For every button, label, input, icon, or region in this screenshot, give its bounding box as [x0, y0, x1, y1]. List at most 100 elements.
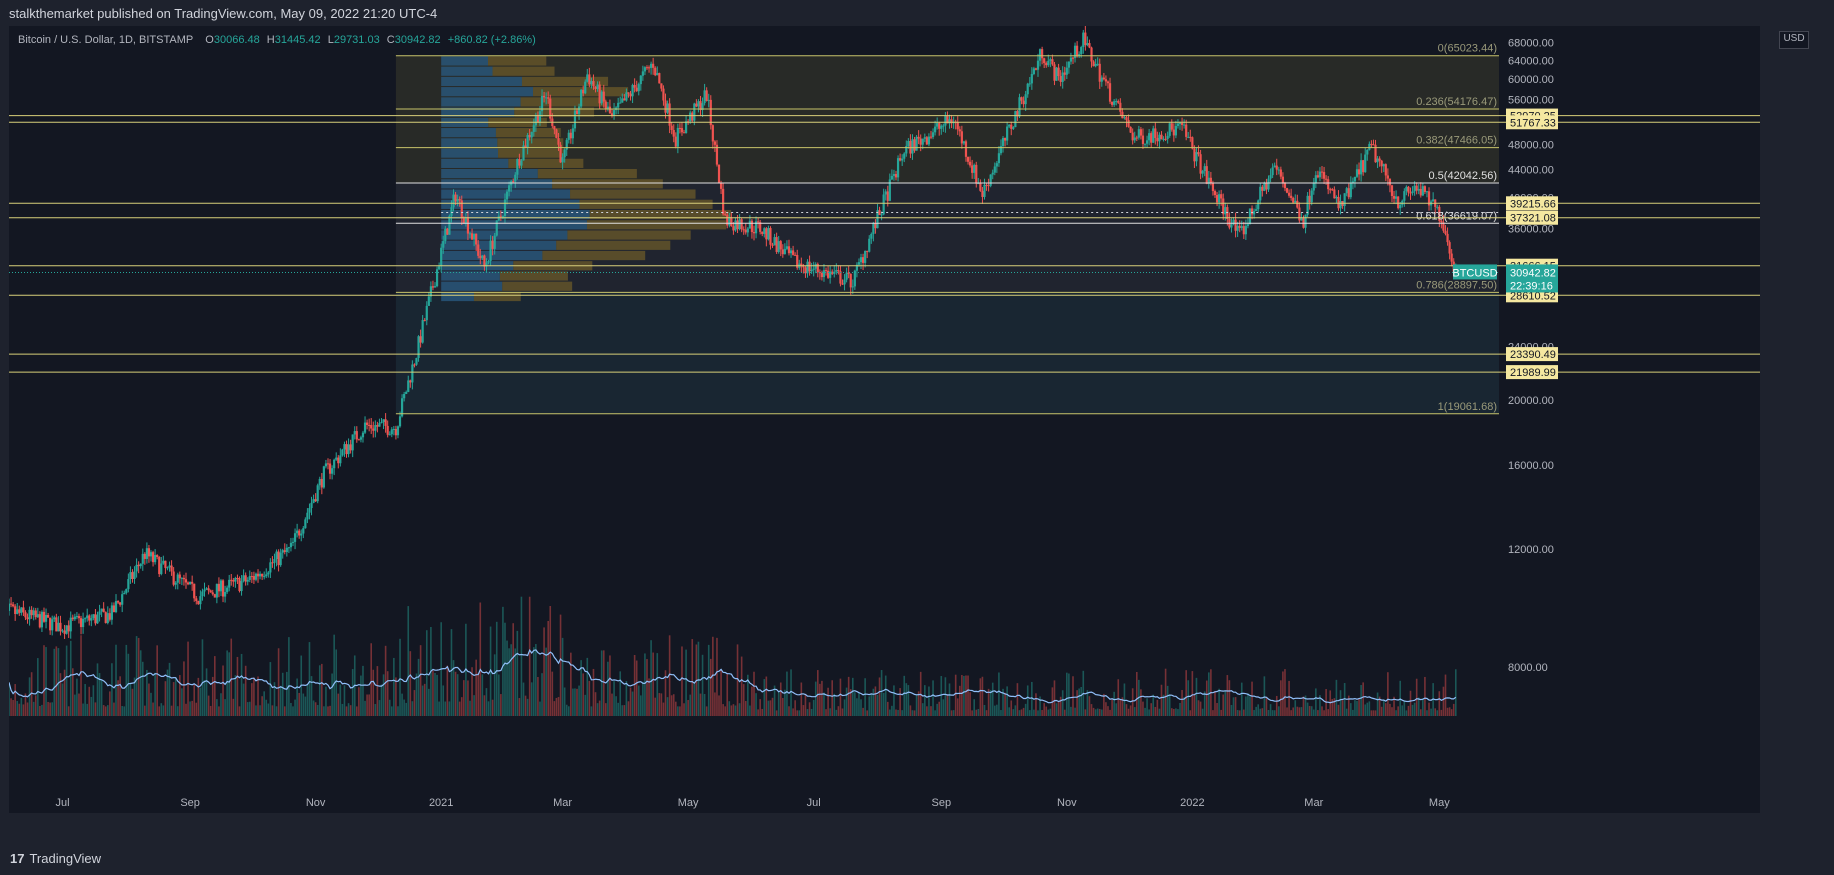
volume-profile-down-bar [586, 220, 727, 230]
candle-body [199, 596, 202, 605]
volume-profile-down-bar [589, 209, 732, 220]
candle-body [454, 194, 457, 202]
candle-body [1195, 152, 1198, 162]
volume-bar [742, 684, 745, 716]
volume-bar [96, 663, 99, 716]
volume-bar [666, 697, 669, 716]
candle-body [265, 574, 268, 577]
x-axis-tick: Nov [1057, 797, 1077, 809]
candle-body [649, 63, 653, 68]
volume-bar [716, 637, 718, 716]
volume-bar [827, 687, 829, 716]
candle-body [1166, 135, 1169, 139]
candle-body [717, 164, 721, 184]
volume-bar [720, 670, 722, 716]
volume-bar [102, 705, 105, 716]
volume-bar [1271, 710, 1274, 716]
candle-body [606, 106, 609, 109]
volume-ma-line [9, 648, 1457, 704]
volume-bar [228, 652, 231, 716]
volume-bar [650, 640, 652, 716]
candle-body [226, 587, 229, 593]
y-axis-tick: 56000.00 [1508, 94, 1554, 106]
volume-bar [1105, 702, 1107, 716]
volume-bar [1399, 680, 1402, 716]
candle-body [847, 272, 850, 274]
candle-body [532, 125, 535, 132]
candle-body [355, 431, 358, 440]
candle-body [90, 618, 93, 621]
candle-body [1020, 97, 1023, 101]
volume-bar [312, 700, 315, 716]
volume-bar [814, 681, 817, 716]
volume-bar [1028, 710, 1031, 716]
candle-body [419, 336, 422, 343]
volume-bar [397, 706, 399, 716]
candle-body [746, 228, 749, 233]
tradingview-logo[interactable]: 17 TradingView [10, 851, 101, 866]
candle-body [1180, 122, 1184, 125]
volume-bar [924, 685, 926, 716]
candle-body [1265, 182, 1268, 190]
volume-bar [582, 673, 584, 716]
volume-bar [851, 677, 854, 716]
volume-bar [607, 661, 609, 716]
chart-area[interactable]: 0(65023.44) 0.236(54176.47) 0.382(47466.05… [9, 26, 1760, 813]
candle-body [1094, 63, 1097, 67]
volume-bar [843, 699, 846, 716]
candle-body [40, 611, 44, 628]
volume-bar [1191, 671, 1194, 716]
candle-body [116, 601, 120, 603]
volume-profile-up-bar [441, 158, 509, 168]
currency-button[interactable]: USD [1779, 31, 1809, 49]
volume-bar [1148, 709, 1150, 716]
volume-bar [1255, 706, 1257, 716]
volume-bar [524, 695, 527, 716]
candle-body [131, 572, 134, 580]
candle-body [365, 422, 369, 425]
fib-level-label: 0.5(42042.56) [1429, 170, 1498, 182]
volume-bar [74, 694, 76, 716]
candle-body [773, 237, 776, 246]
volume-bar [376, 666, 379, 716]
volume-bar [485, 688, 488, 716]
volume-bar [244, 665, 247, 716]
candle-body [269, 562, 272, 573]
volume-bar [1142, 701, 1144, 716]
volume-bar [1403, 700, 1406, 716]
candle-body [398, 416, 402, 427]
volume-bar [1296, 706, 1299, 716]
volume-bar [191, 700, 193, 716]
volume-bar [1370, 710, 1373, 716]
volume-bar [1275, 695, 1278, 716]
volume-bar [759, 699, 761, 716]
candle-body [291, 541, 295, 543]
volume-bar [895, 709, 897, 716]
candle-body [189, 581, 192, 585]
candle-body [349, 444, 352, 451]
candle-body [610, 113, 614, 116]
volume-bar [712, 636, 714, 716]
candle-body [588, 74, 591, 85]
candle-body [1104, 79, 1108, 82]
price-chart[interactable]: 0(65023.44) 0.236(54176.47) 0.382(47466.05… [9, 26, 1760, 813]
volume-bar [565, 704, 568, 716]
candle-body [1084, 32, 1087, 46]
candle-body [1158, 134, 1161, 142]
volume-bar [864, 678, 866, 716]
volume-bar [553, 701, 556, 716]
candle-body [1242, 226, 1245, 235]
volume-bar [874, 686, 877, 716]
volume-profile-up-bar [441, 179, 553, 189]
candle-body [1080, 47, 1083, 55]
candle-body [1185, 124, 1188, 137]
volume-bar [880, 670, 883, 716]
candle-body [573, 110, 577, 129]
candle-body [370, 425, 373, 429]
volume-bar [561, 637, 564, 716]
volume-bar [131, 688, 134, 716]
candle-body [1310, 190, 1313, 203]
candle-body [244, 575, 247, 582]
volume-bar [1061, 690, 1064, 716]
close-value: 30942.82 [394, 34, 441, 46]
